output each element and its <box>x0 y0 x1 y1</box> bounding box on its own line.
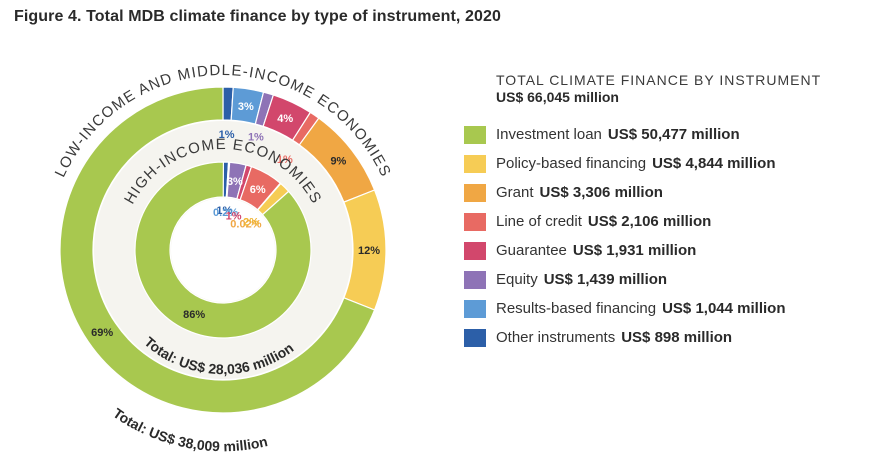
legend-label: Equity <box>496 271 538 288</box>
donut-chart: 1%3%1%4%1% 9%12%69%1%0.2%3%1%6%0.02%2%86%… <box>52 62 394 455</box>
legend-value: US$ 2,106 million <box>587 213 712 230</box>
outer-data-label: 4% <box>277 113 293 125</box>
legend-total: US$ 66,045 million <box>496 89 619 105</box>
legend-label: Results-based financing <box>496 300 657 317</box>
legend-swatch <box>464 125 486 144</box>
legend-swatch <box>464 154 486 173</box>
inner-data-label: 1% <box>216 205 232 217</box>
legend-item: Grant US$ 3,306 million <box>464 178 874 207</box>
inner-data-label: 2% <box>243 217 259 229</box>
outer-data-label: 12% <box>358 245 380 257</box>
legend-item: Policy-based financing US$ 4,844 million <box>464 149 874 178</box>
outer-data-label: 9% <box>330 156 346 168</box>
legend-label: Policy-based financing <box>496 155 647 172</box>
inner-data-label: 3% <box>227 176 243 188</box>
outer-ring-total: Total: US$ 38,009 million <box>110 405 269 455</box>
outer-data-label: 1% <box>248 132 264 144</box>
legend: TOTAL CLIMATE FINANCE BY INSTRUMENT US$ … <box>464 72 874 352</box>
inner-data-label: 86% <box>183 309 205 321</box>
outer-data-label: 69% <box>91 327 113 339</box>
legend-label: Other instruments <box>496 329 616 346</box>
legend-label: Guarantee <box>496 242 567 259</box>
legend-heading: TOTAL CLIMATE FINANCE BY INSTRUMENT <box>496 72 822 88</box>
legend-item: Line of credit US$ 2,106 million <box>464 207 874 236</box>
figure-title: Figure 4. Total MDB climate finance by t… <box>14 8 501 25</box>
legend-value: US$ 1,439 million <box>543 271 668 288</box>
outer-data-label: 3% <box>238 101 254 113</box>
legend-swatch <box>464 328 486 347</box>
legend-value: US$ 898 million <box>621 329 733 346</box>
outer-segment <box>59 86 376 414</box>
inner-data-label: 6% <box>250 184 266 196</box>
inner-data-label: 0.2% <box>213 207 238 219</box>
legend-item: Other instruments US$ 898 million <box>464 323 874 352</box>
legend-swatch <box>464 183 486 202</box>
legend-label: Line of credit <box>496 213 582 230</box>
legend-item: Guarantee US$ 1,931 million <box>464 236 874 265</box>
legend-value: US$ 4,844 million <box>652 155 776 172</box>
legend-item: Results-based financing US$ 1,044 million <box>464 294 874 323</box>
legend-list: Investment loan US$ 50,477 million Policy-… <box>464 120 874 352</box>
legend-swatch <box>464 299 486 318</box>
legend-label: Investment loan <box>496 126 602 143</box>
inner-data-label: 1% <box>226 211 242 223</box>
inner-data-label: 0.02% <box>230 219 261 231</box>
legend-item: Equity US$ 1,439 million <box>464 265 874 294</box>
legend-value: US$ 1,931 million <box>572 242 697 259</box>
donut-hole <box>171 198 275 302</box>
legend-value: US$ 3,306 million <box>539 184 663 201</box>
outer-data-label: 1% <box>277 154 293 166</box>
legend-swatch <box>464 241 486 260</box>
legend-value: US$ 50,477 million <box>607 126 740 143</box>
legend-swatch <box>464 212 486 231</box>
inner-segment <box>134 161 312 339</box>
outer-data-label: 1% <box>219 129 235 141</box>
legend-item: Investment loan US$ 50,477 million <box>464 120 874 149</box>
legend-swatch <box>464 270 486 289</box>
legend-value: US$ 1,044 million <box>662 300 786 317</box>
legend-label: Grant <box>496 184 534 201</box>
